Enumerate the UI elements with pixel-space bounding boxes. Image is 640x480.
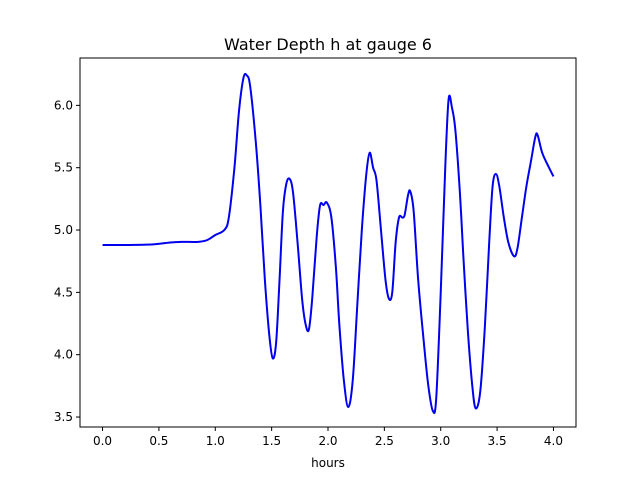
x-tick-label: 0.0 xyxy=(93,434,112,448)
y-tick-label: 3.5 xyxy=(54,410,73,424)
x-axis-ticks: 0.0 0.5 1.0 1.5 2.0 2.5 3.0 3.5 4.0 xyxy=(93,427,563,448)
x-tick-label: 4.0 xyxy=(544,434,563,448)
x-tick-label: 2.5 xyxy=(375,434,394,448)
x-tick-label: 3.0 xyxy=(431,434,450,448)
y-axis-ticks: 3.5 4.0 4.5 5.0 5.5 6.0 xyxy=(54,98,80,424)
plot-frame xyxy=(79,57,577,428)
x-axis-label: hours xyxy=(311,456,345,470)
y-tick-label: 6.0 xyxy=(54,98,73,112)
x-tick-label: 3.5 xyxy=(488,434,507,448)
x-tick-label: 2.0 xyxy=(318,434,337,448)
y-tick-label: 5.5 xyxy=(54,161,73,175)
x-tick-label: 1.0 xyxy=(206,434,225,448)
plot-series xyxy=(102,72,555,414)
y-tick-label: 4.5 xyxy=(54,285,73,299)
x-tick-label: 1.5 xyxy=(262,434,281,448)
series-line-0 xyxy=(102,72,555,414)
x-tick-label: 0.5 xyxy=(149,434,168,448)
y-tick-label: 5.0 xyxy=(54,223,73,237)
y-tick-label: 4.0 xyxy=(54,348,73,362)
chart-title: Water Depth h at gauge 6 xyxy=(224,35,432,54)
